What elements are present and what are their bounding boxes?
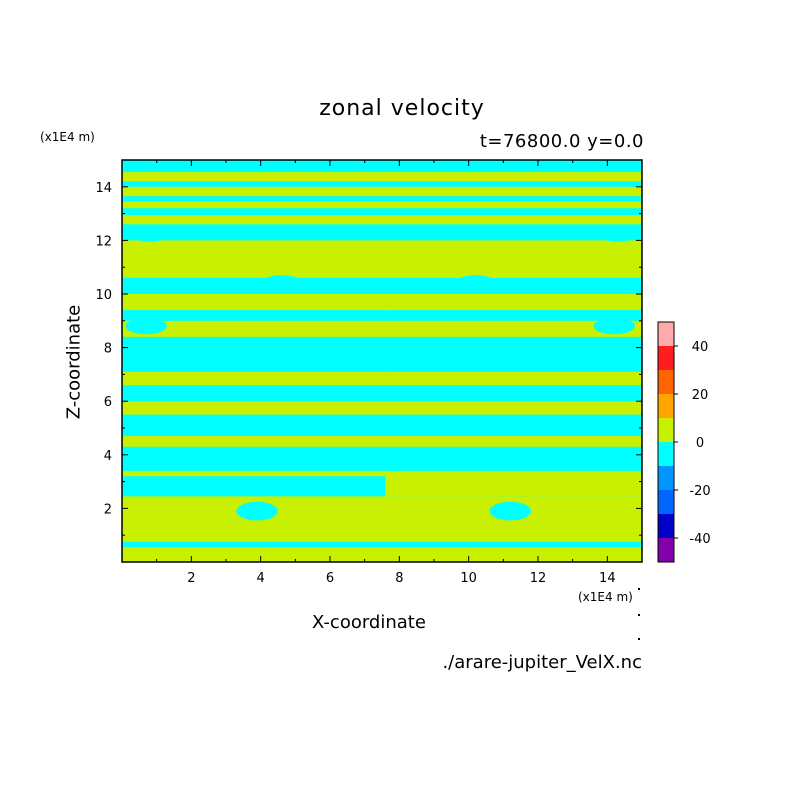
negative-blob xyxy=(125,318,168,335)
plot-frame xyxy=(121,159,643,563)
colorbar-swatch xyxy=(658,394,674,418)
positive-band xyxy=(385,294,642,311)
y-tick-label: 10 xyxy=(95,288,112,303)
colorbar-tick-label: -20 xyxy=(689,484,710,499)
positive-band xyxy=(122,201,386,209)
positive-band xyxy=(385,520,642,542)
colorbar: 40 20 0 -20 -40 xyxy=(657,321,711,563)
negative-blob xyxy=(593,318,636,335)
plot-area xyxy=(122,160,642,562)
y-tick-label: 2 xyxy=(104,502,112,517)
colorbar-swatch xyxy=(658,418,674,442)
positive-band xyxy=(122,436,386,447)
positive-band xyxy=(122,294,386,311)
x-axis-label: X-coordinate xyxy=(312,612,426,633)
y-tick-label: 4 xyxy=(104,449,112,464)
marker-dot xyxy=(638,638,640,640)
colorbar-swatch xyxy=(658,538,674,562)
positive-band xyxy=(385,214,642,225)
colorbar-swatch xyxy=(658,370,674,394)
chart-title: zonal velocity xyxy=(319,96,485,121)
negative-blob xyxy=(458,275,493,286)
positive-band xyxy=(385,240,642,278)
negative-blob xyxy=(187,346,299,371)
marker-dot xyxy=(638,614,640,616)
positive-band xyxy=(385,371,642,386)
positive-band xyxy=(122,371,386,386)
marker-dot xyxy=(638,588,640,590)
positive-band xyxy=(122,214,386,225)
y-axis-unit: (x1E4 m) xyxy=(40,130,95,144)
positive-band xyxy=(385,186,642,197)
positive-band xyxy=(122,240,386,278)
negative-blob xyxy=(236,501,278,521)
colorbar-swatch xyxy=(658,346,674,370)
colorbar-swatch xyxy=(658,490,674,514)
negative-blob xyxy=(489,501,532,521)
positive-band xyxy=(385,436,642,447)
negative-blob xyxy=(264,275,299,286)
colorbar-tick-label: -40 xyxy=(689,532,710,547)
positive-band xyxy=(122,547,386,562)
positive-band xyxy=(122,320,386,337)
positive-band xyxy=(385,401,642,415)
positive-band xyxy=(122,520,386,542)
colorbar-swatch xyxy=(658,466,674,490)
positive-band xyxy=(385,172,642,182)
y-tick-label: 14 xyxy=(95,181,112,196)
positive-band xyxy=(122,401,386,415)
colorbar-tick-label: 40 xyxy=(692,340,709,355)
colorbar-tick-label: 0 xyxy=(696,436,704,451)
y-tick-label: 12 xyxy=(95,234,112,249)
colorbar-swatch xyxy=(658,322,674,346)
colorbar-swatch xyxy=(658,442,674,466)
x-tick-label: 6 xyxy=(326,571,334,586)
positive-band xyxy=(122,186,386,197)
axes: 2 4 6 8 10 12 14 2 4 6 8 10 12 14 xyxy=(95,159,643,586)
negative-blob xyxy=(600,228,636,242)
positive-band xyxy=(122,470,386,477)
x-tick-label: 10 xyxy=(460,571,477,586)
y-tick-label: 8 xyxy=(104,342,112,357)
positive-band xyxy=(122,172,386,182)
positive-band xyxy=(385,470,642,497)
colorbar-tick-label: 20 xyxy=(692,388,709,403)
x-tick-label: 2 xyxy=(187,571,195,586)
colorbar-swatch xyxy=(658,514,674,538)
x-tick-label: 14 xyxy=(599,571,616,586)
positive-band xyxy=(385,201,642,209)
negative-blob xyxy=(132,228,168,242)
source-filename: ./arare-jupiter_VelX.nc xyxy=(442,652,642,673)
x-tick-label: 12 xyxy=(530,571,547,586)
y-tick-label: 6 xyxy=(104,395,112,410)
negative-blob xyxy=(458,346,577,371)
positive-band xyxy=(385,320,642,337)
positive-band xyxy=(385,547,642,562)
x-tick-label: 4 xyxy=(257,571,265,586)
chart-subtitle: t=76800.0 y=0.0 xyxy=(479,131,644,152)
x-axis-unit: (x1E4 m) xyxy=(578,590,633,604)
x-tick-label: 8 xyxy=(395,571,403,586)
